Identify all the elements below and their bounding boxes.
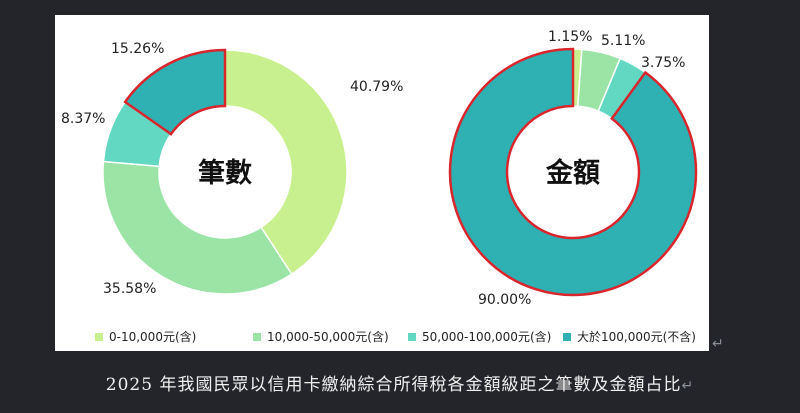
legend-swatch [563, 332, 571, 341]
donut-slice [102, 160, 293, 295]
legend-label: 0-10,000元(含) [109, 330, 197, 344]
legend-item: 50,000-100,000元(含) [408, 328, 551, 345]
donut-center-label: 金額 [545, 157, 600, 189]
legend-item: 大於100,000元(不含) [563, 328, 696, 345]
legend-label: 大於100,000元(不含) [577, 330, 696, 344]
legend-label: 50,000-100,000元(含) [422, 330, 552, 344]
slice-value-label: 3.75% [641, 55, 685, 71]
legend: 0-10,000元(含) 10,000-50,000元(含) 50,000-10… [95, 328, 709, 348]
slice-value-label: 35.58% [103, 281, 156, 297]
slice-value-label: 1.15% [548, 29, 592, 45]
donut-slice [123, 48, 227, 136]
donut-slice [448, 47, 698, 297]
slice-value-label: 90.00% [478, 292, 531, 308]
figure-caption: 2025 年我國民眾以信用卡繳納綜合所得稅各金額級距之筆數及金額占比↵ [0, 370, 800, 395]
legend-swatch [95, 332, 103, 341]
legend-swatch [408, 332, 416, 341]
caption-text: 2025 年我國民眾以信用卡繳納綜合所得稅各金額級距之筆數及金額占比 [105, 375, 682, 395]
paragraph-return-mark: ↵ [712, 336, 724, 352]
legend-item: 10,000-50,000元(含) [253, 328, 389, 345]
donut-charts: 筆數 40.79% 35.58% 8.37% 15.26% 金額 1.15% 5.11% 3.7… [61, 29, 698, 308]
donut-center-label: 筆數 [198, 158, 252, 189]
paragraph-return-mark: ↵ [681, 378, 695, 394]
legend-item: 0-10,000元(含) [95, 328, 196, 345]
slice-value-label: 40.79% [350, 79, 403, 95]
slice-value-label: 5.11% [601, 33, 645, 49]
slice-value-label: 15.26% [111, 41, 164, 57]
donut-slice [224, 49, 348, 276]
legend-swatch [253, 332, 261, 341]
legend-label: 10,000-50,000元(含) [267, 330, 389, 344]
slice-value-label: 8.37% [61, 111, 105, 127]
chart-panel: 筆數 40.79% 35.58% 8.37% 15.26% 金額 1.15% 5.11% 3.7… [55, 15, 709, 351]
